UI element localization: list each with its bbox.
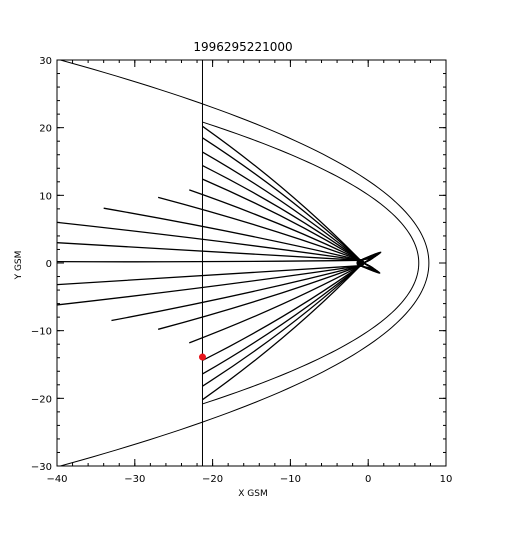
magnetopause-boundary xyxy=(58,60,430,466)
field-line-20 xyxy=(202,262,381,401)
x-tick-label: 0 xyxy=(365,474,371,485)
x-tick-label: 10 xyxy=(440,474,453,485)
x-tick-label: −40 xyxy=(46,474,67,485)
y-tick-label: −30 xyxy=(31,462,52,473)
field-line-8 xyxy=(103,207,375,264)
y-tick-label: 20 xyxy=(39,124,52,135)
focus-cluster xyxy=(356,259,365,267)
x-tick-label: −30 xyxy=(124,474,145,485)
field-line-10 xyxy=(57,242,373,264)
y-axis-title: Y GSM xyxy=(14,251,24,281)
plot-content xyxy=(57,60,430,466)
y-tick-label: −10 xyxy=(31,327,52,338)
field-line-9 xyxy=(57,221,374,264)
y-tick-label: 10 xyxy=(39,191,52,202)
x-tick-label: −20 xyxy=(202,474,223,485)
y-tick-label: −20 xyxy=(31,394,52,405)
highlight-point xyxy=(198,353,206,361)
y-tick-label: 30 xyxy=(39,56,52,67)
y-tick-label: 0 xyxy=(46,259,52,270)
field-line-11 xyxy=(57,258,372,264)
field-line-7 xyxy=(157,196,376,264)
chart-title: 1996295221000 xyxy=(193,40,292,54)
x-tick-label: −10 xyxy=(280,474,301,485)
inner-boundary xyxy=(202,121,420,405)
x-axis-title: X GSM xyxy=(238,489,267,499)
